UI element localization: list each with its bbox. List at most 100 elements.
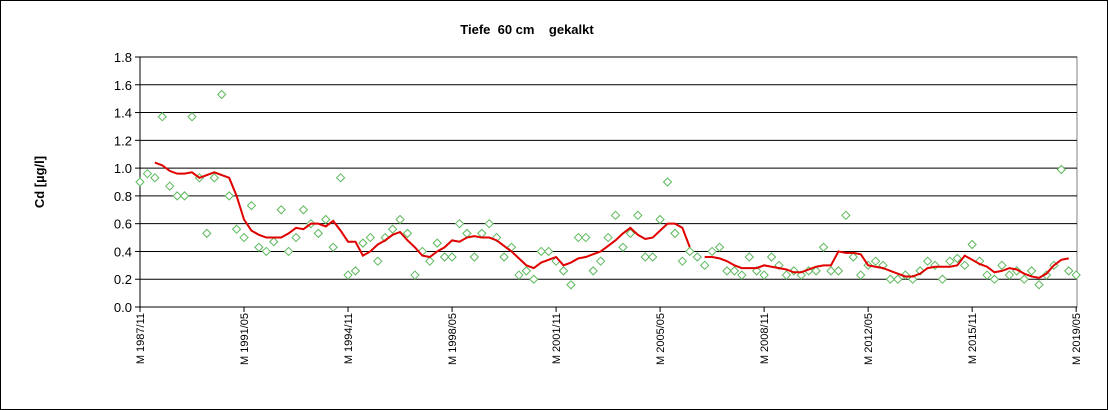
- data-point: [135, 177, 145, 187]
- y-axis-label: Cd [µg/l]: [32, 156, 47, 208]
- x-tick-label: M 1994/11: [343, 313, 355, 364]
- data-point: [1071, 270, 1081, 280]
- data-point: [677, 256, 688, 266]
- data-point: [707, 246, 717, 257]
- data-point: [670, 228, 680, 239]
- data-point: [484, 218, 494, 229]
- data-point: [298, 205, 309, 215]
- data-point: [781, 270, 792, 280]
- x-tick-label: M 2015/11: [967, 313, 979, 364]
- y-tick-label: 0.8: [114, 189, 132, 204]
- y-tick-label: 1.8: [114, 50, 132, 65]
- data-point: [224, 191, 234, 201]
- data-point: [269, 237, 279, 247]
- data-point: [610, 210, 621, 221]
- data-point: [603, 232, 613, 243]
- data-point: [231, 224, 242, 234]
- data-point: [997, 260, 1007, 271]
- data-point: [1056, 164, 1067, 175]
- data-point: [1004, 270, 1015, 280]
- y-tick-label: 1.6: [114, 78, 132, 93]
- data-point: [566, 280, 576, 290]
- x-tick-label: M 2001/11: [551, 313, 563, 364]
- data-point: [1041, 270, 1052, 280]
- data-point: [841, 210, 851, 221]
- data-point: [276, 205, 286, 215]
- data-point: [737, 270, 747, 280]
- data-point: [462, 228, 472, 239]
- data-point: [165, 181, 175, 191]
- data-point: [447, 252, 457, 262]
- data-point: [328, 242, 338, 252]
- y-tick-label: 0.2: [114, 272, 132, 287]
- data-point: [335, 173, 346, 183]
- data-point: [477, 228, 487, 239]
- data-point: [893, 274, 903, 284]
- data-point: [818, 242, 829, 252]
- data-point: [469, 252, 480, 262]
- data-point: [581, 232, 591, 243]
- x-tick-label: M 2005/05: [655, 313, 667, 365]
- data-point: [967, 239, 977, 250]
- data-point: [588, 266, 598, 276]
- data-point: [187, 112, 197, 122]
- data-point: [261, 246, 272, 257]
- data-point: [157, 112, 167, 122]
- data-point: [952, 253, 963, 264]
- data-point: [662, 177, 673, 187]
- data-point: [350, 266, 361, 276]
- data-point: [982, 270, 992, 280]
- data-point: [321, 214, 331, 225]
- data-point: [283, 246, 294, 257]
- data-point: [1026, 266, 1037, 276]
- data-point: [313, 228, 324, 239]
- plot-area: [139, 56, 1078, 308]
- data-point: [1034, 280, 1044, 290]
- data-point: [714, 242, 725, 252]
- data-point: [543, 246, 554, 257]
- x-tick-label: M 1998/05: [447, 313, 459, 365]
- data-point: [848, 252, 858, 262]
- data-point: [142, 168, 153, 179]
- data-point: [729, 266, 740, 276]
- data-point: [425, 256, 435, 266]
- data-point: [499, 252, 509, 262]
- data-point: [514, 270, 524, 280]
- data-point: [432, 238, 442, 248]
- data-point: [239, 232, 249, 243]
- y-tick-label: 0.6: [114, 217, 132, 232]
- data-point: [529, 274, 539, 284]
- data-point: [209, 173, 220, 183]
- data-point: [373, 256, 383, 266]
- data-point: [922, 256, 933, 266]
- data-point: [558, 266, 569, 276]
- data-point: [625, 228, 636, 239]
- data-point: [291, 232, 301, 243]
- data-point: [217, 89, 227, 100]
- data-point: [699, 260, 710, 271]
- data-point: [633, 210, 643, 221]
- data-point: [254, 242, 264, 252]
- x-tick-label: M 2012/05: [863, 313, 875, 365]
- data-point: [789, 266, 799, 276]
- data-point: [900, 270, 910, 280]
- data-point: [759, 270, 769, 280]
- y-tick-label: 1.4: [114, 106, 132, 121]
- data-point: [202, 228, 212, 239]
- data-point: [395, 214, 405, 225]
- data-point: [365, 232, 376, 243]
- data-point: [744, 252, 754, 262]
- data-point: [618, 242, 628, 252]
- data-point: [410, 270, 420, 280]
- trend-line: [154, 161, 1069, 279]
- x-tick-label: M 2019/05: [1071, 313, 1083, 365]
- x-tick-label: M 2008/11: [759, 313, 771, 364]
- data-point: [856, 270, 866, 280]
- data-point: [685, 246, 695, 257]
- data-point: [945, 256, 955, 266]
- chart-title: Tiefe 60 cm gekalkt: [460, 22, 594, 37]
- data-point: [960, 260, 970, 271]
- y-tick-label: 0.0: [114, 300, 132, 315]
- y-tick-label: 1.2: [114, 133, 132, 148]
